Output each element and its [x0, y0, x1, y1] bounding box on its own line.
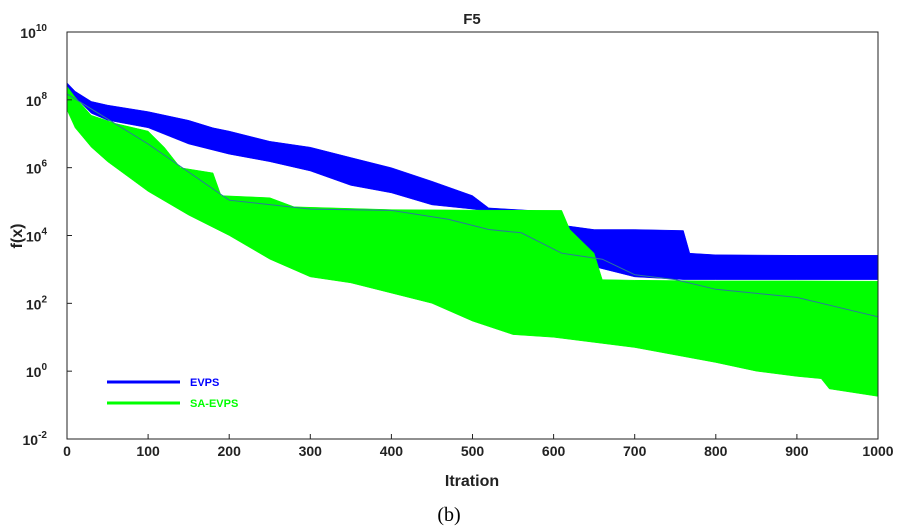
- figure-caption: (b): [437, 504, 461, 526]
- legend-label-evps: EVPS: [190, 377, 219, 389]
- y-axis-label: f(x): [9, 224, 26, 249]
- x-tick-label: 0: [63, 443, 71, 459]
- x-tick-label: 700: [623, 443, 647, 459]
- x-axis-ticks: 0 100 200 300 400 500 600 700 800 900 1000: [63, 434, 894, 459]
- x-tick-label: 900: [785, 443, 809, 459]
- x-tick-label: 600: [542, 443, 566, 459]
- y-tick-label: 104: [26, 227, 48, 245]
- x-tick-label: 200: [218, 443, 242, 459]
- x-tick-label: 1000: [862, 443, 893, 459]
- x-tick-label: 800: [704, 443, 728, 459]
- y-tick-label: 10-2: [23, 430, 48, 448]
- legend-label-sa-evps: SA-EVPS: [190, 398, 238, 410]
- y-tick-label: 102: [26, 294, 48, 312]
- x-tick-label: 300: [299, 443, 323, 459]
- y-axis-ticks: 1010 108 106 104 102 100 10-2: [20, 23, 72, 448]
- x-tick-label: 500: [461, 443, 485, 459]
- y-tick-label: 108: [26, 91, 48, 109]
- y-tick-label: 106: [26, 159, 48, 177]
- x-tick-label: 400: [380, 443, 404, 459]
- legend: EVPS SA-EVPS: [107, 377, 238, 410]
- y-tick-label: 100: [26, 362, 48, 380]
- plot-areas: [66, 82, 879, 397]
- x-tick-label: 100: [136, 443, 160, 459]
- y-tick-label: 1010: [20, 23, 47, 41]
- chart-title: F5: [463, 11, 481, 28]
- series-band-sa-evps: [66, 85, 879, 397]
- x-axis-label: Itration: [445, 473, 499, 490]
- series-mean-line-sa-evps: [66, 93, 879, 318]
